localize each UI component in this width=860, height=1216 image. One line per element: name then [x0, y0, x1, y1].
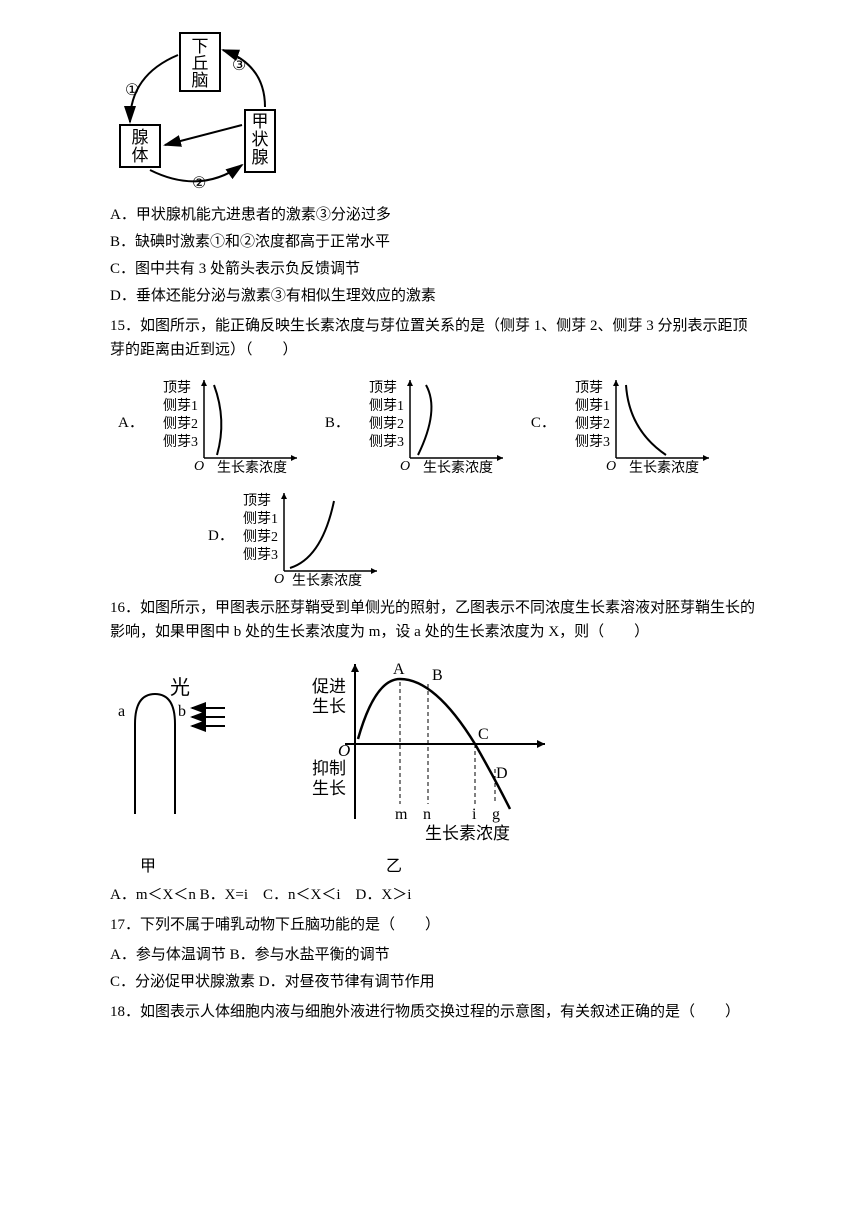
- q15-chart-b: 顶芽 侧芽1 侧芽2 侧芽3 O 生长素浓度: [368, 370, 513, 475]
- svg-text:生长素浓度: 生长素浓度: [425, 824, 510, 843]
- svg-text:状: 状: [252, 130, 269, 149]
- edge-label-2: ②: [192, 175, 206, 190]
- q14-option-d: D．垂体还能分泌与激素③有相似生理效应的激素: [110, 284, 760, 308]
- q15-chart-d: 顶芽 侧芽1 侧芽2 侧芽3 O 生长素浓度: [242, 483, 387, 588]
- svg-text:侧芽1: 侧芽1: [243, 511, 278, 527]
- svg-text:顶芽: 顶芽: [575, 380, 603, 396]
- q15-label-b: B．: [325, 411, 350, 435]
- svg-text:顶芽: 顶芽: [163, 380, 191, 396]
- svg-text:侧芽1: 侧芽1: [163, 398, 198, 414]
- q16-fig-yi: 促进 生长 抑制 生长 O A B C D m n i g 生长素浓度: [300, 654, 560, 844]
- svg-text:O: O: [606, 459, 616, 474]
- q14-option-b: B．缺碘时激素①和②浓度都高于正常水平: [110, 230, 760, 254]
- svg-text:侧芽3: 侧芽3: [243, 547, 278, 563]
- svg-text:侧芽3: 侧芽3: [163, 434, 198, 450]
- svg-text:侧芽3: 侧芽3: [369, 434, 404, 450]
- q15-text: 15．如图所示，能正确反映生长素浓度与芽位置关系的是（侧芽 1、侧芽 2、侧芽 …: [110, 314, 760, 362]
- svg-text:侧芽2: 侧芽2: [163, 416, 198, 432]
- q15-charts-row1: A． 顶芽 侧芽1 侧芽2 侧芽3 O 生长素浓度 B． 顶芽 侧芽1 侧芽2 …: [110, 370, 760, 475]
- svg-text:A: A: [393, 661, 405, 678]
- svg-text:B: B: [432, 667, 443, 684]
- svg-text:i: i: [472, 806, 477, 823]
- svg-text:顶芽: 顶芽: [243, 493, 271, 509]
- svg-text:生长素浓度: 生长素浓度: [292, 573, 362, 588]
- q14-option-c: C．图中共有 3 处箭头表示负反馈调节: [110, 257, 760, 281]
- q15-chart-c: 顶芽 侧芽1 侧芽2 侧芽3 O 生长素浓度: [574, 370, 719, 475]
- svg-text:侧芽2: 侧芽2: [575, 416, 610, 432]
- svg-text:C: C: [478, 726, 489, 743]
- q16-text: 16．如图所示，甲图表示胚芽鞘受到单侧光的照射，乙图表示不同浓度生长素溶液对胚芽…: [110, 596, 760, 644]
- thyroid-text: 甲: [252, 112, 269, 131]
- svg-text:腺: 腺: [252, 148, 269, 167]
- svg-text:侧芽2: 侧芽2: [243, 529, 278, 545]
- svg-text:D: D: [496, 765, 508, 782]
- q14-diagram: 下 丘 脑 腺 体 甲 状 腺 ① ② ③: [110, 25, 760, 198]
- svg-text:O: O: [400, 459, 410, 474]
- svg-text:m: m: [395, 806, 408, 823]
- q15-charts-row2: D． 顶芽 侧芽1 侧芽2 侧芽3 O 生长素浓度: [200, 483, 760, 588]
- svg-text:O: O: [274, 572, 284, 587]
- gland-text: 腺: [132, 128, 149, 147]
- svg-text:g: g: [492, 806, 500, 823]
- svg-text:顶芽: 顶芽: [369, 380, 397, 396]
- q17-text: 17．下列不属于哺乳动物下丘脑功能的是（ ）: [110, 913, 760, 937]
- svg-text:O: O: [338, 741, 350, 760]
- q16-captions: 甲 乙: [140, 854, 760, 880]
- q16-figures: 光 a b 促进 生长 抑制 生长 O A B C D: [110, 654, 760, 844]
- q15-label-a: A．: [118, 411, 144, 435]
- q17-opt-ab: A．参与体温调节 B．参与水盐平衡的调节: [110, 943, 760, 967]
- svg-text:生长素浓度: 生长素浓度: [217, 460, 287, 475]
- svg-text:促进: 促进: [312, 677, 346, 696]
- q15-label-c: C．: [531, 411, 556, 435]
- svg-text:生长: 生长: [312, 697, 346, 716]
- q16-options: A．m＜X＜n B．X=i C．n＜X＜i D．X＞i: [110, 883, 760, 907]
- svg-text:生长素浓度: 生长素浓度: [629, 460, 699, 475]
- svg-text:生长: 生长: [312, 779, 346, 798]
- svg-text:侧芽1: 侧芽1: [575, 398, 610, 414]
- svg-text:n: n: [423, 806, 431, 823]
- q15-chart-a: 顶芽 侧芽1 侧芽2 侧芽3 O 生长素浓度: [162, 370, 307, 475]
- q14-option-a: A．甲状腺机能亢进患者的激素③分泌过多: [110, 203, 760, 227]
- svg-text:b: b: [178, 703, 186, 720]
- caption-yi: 乙: [386, 854, 402, 880]
- svg-text:光: 光: [170, 676, 190, 699]
- svg-text:侧芽1: 侧芽1: [369, 398, 404, 414]
- svg-text:体: 体: [132, 146, 149, 165]
- svg-text:O: O: [194, 459, 204, 474]
- q15-label-d: D．: [208, 524, 234, 548]
- svg-text:a: a: [118, 703, 125, 720]
- q18-text: 18．如图表示人体细胞内液与细胞外液进行物质交换过程的示意图，有关叙述正确的是（…: [110, 1000, 760, 1024]
- svg-text:脑: 脑: [192, 71, 209, 90]
- svg-text:侧芽3: 侧芽3: [575, 434, 610, 450]
- svg-text:抑制: 抑制: [312, 759, 346, 778]
- q17-opt-cd: C．分泌促甲状腺激素 D．对昼夜节律有调节作用: [110, 970, 760, 994]
- q16-fig-jia: 光 a b: [110, 654, 260, 824]
- svg-text:生长素浓度: 生长素浓度: [423, 460, 493, 475]
- svg-text:侧芽2: 侧芽2: [369, 416, 404, 432]
- edge-label-1: ①: [125, 82, 139, 99]
- edge-label-3: ③: [232, 57, 246, 74]
- caption-jia: 甲: [140, 854, 156, 880]
